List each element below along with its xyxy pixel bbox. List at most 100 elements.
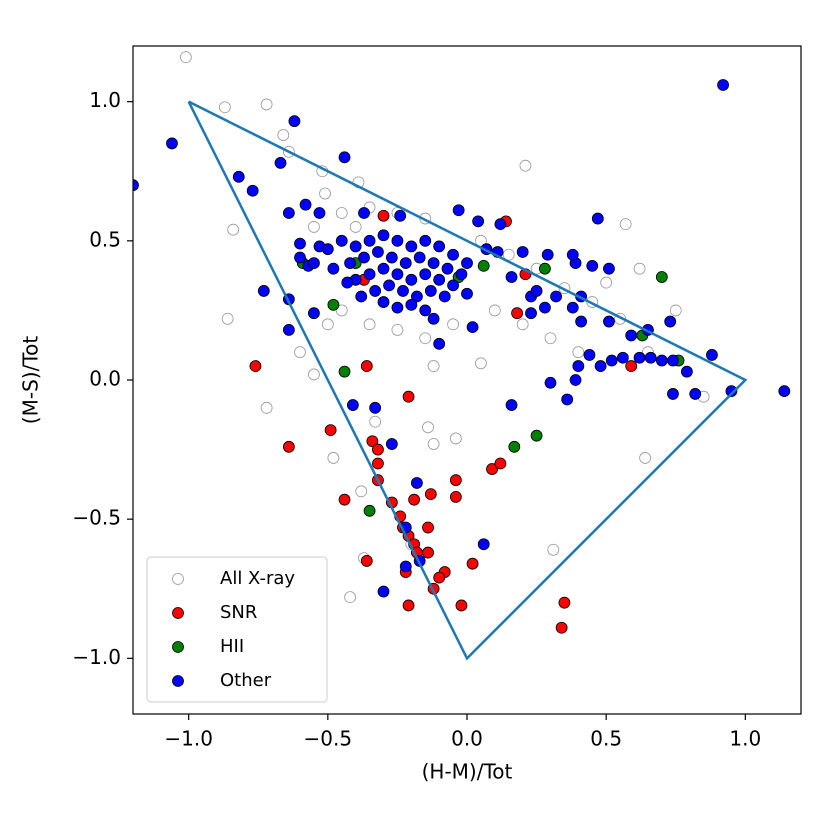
point xyxy=(218,101,231,114)
point xyxy=(583,349,596,361)
x-tick-label: 1.0 xyxy=(729,727,761,751)
point xyxy=(377,229,390,242)
point xyxy=(433,571,446,584)
point xyxy=(575,315,588,328)
point xyxy=(327,452,340,464)
x-axis-label: (H-M)/Tot xyxy=(422,760,513,784)
point xyxy=(355,485,368,498)
y-tick-label: 0.0 xyxy=(89,367,121,391)
point xyxy=(547,543,560,556)
point xyxy=(246,184,259,197)
point xyxy=(338,151,351,164)
point xyxy=(488,304,501,317)
point xyxy=(625,360,638,372)
point xyxy=(502,248,515,261)
point xyxy=(294,251,306,264)
x-tick-label: 0.5 xyxy=(590,727,622,751)
point xyxy=(372,443,384,456)
point xyxy=(516,318,529,331)
point xyxy=(274,156,287,169)
point xyxy=(508,440,521,453)
point xyxy=(294,237,306,250)
point xyxy=(313,207,326,219)
point xyxy=(544,376,557,389)
point xyxy=(402,390,415,403)
point xyxy=(408,493,421,506)
point xyxy=(603,262,615,275)
point xyxy=(344,257,357,270)
point xyxy=(419,234,432,247)
point xyxy=(449,474,462,487)
point xyxy=(369,415,382,428)
point xyxy=(566,248,579,261)
x-tick-label: −0.5 xyxy=(304,727,353,751)
point xyxy=(452,204,465,217)
point xyxy=(486,463,498,475)
point xyxy=(424,488,437,501)
point xyxy=(419,304,432,317)
point xyxy=(363,318,376,331)
point xyxy=(447,279,459,292)
point xyxy=(308,221,320,233)
point xyxy=(363,234,376,247)
point xyxy=(249,360,262,372)
point xyxy=(541,248,554,261)
plot-area xyxy=(133,51,791,661)
point xyxy=(294,346,306,359)
point xyxy=(410,290,423,303)
point xyxy=(569,374,582,386)
point xyxy=(422,546,434,559)
point xyxy=(369,285,382,297)
point xyxy=(327,262,340,275)
point xyxy=(477,259,490,272)
point xyxy=(530,285,543,297)
point xyxy=(494,457,507,470)
point xyxy=(327,298,340,311)
legend-label: All X-ray xyxy=(220,568,295,589)
point xyxy=(308,257,320,270)
point xyxy=(349,240,362,253)
point xyxy=(360,360,373,372)
point xyxy=(260,98,273,111)
point xyxy=(494,218,507,231)
point xyxy=(525,307,537,320)
point xyxy=(475,234,487,247)
point xyxy=(282,145,295,158)
point xyxy=(633,262,646,275)
point xyxy=(319,187,331,200)
point xyxy=(449,432,462,445)
point xyxy=(413,251,426,264)
legend-label: SNR xyxy=(220,602,257,623)
point xyxy=(433,240,446,253)
x-tick-label: 0.0 xyxy=(451,727,483,751)
point xyxy=(166,137,178,150)
point xyxy=(717,79,729,91)
point xyxy=(655,354,668,367)
legend-label: Other xyxy=(220,670,272,691)
point xyxy=(179,51,192,64)
point xyxy=(399,560,412,573)
point xyxy=(600,276,613,289)
point xyxy=(594,360,607,372)
point xyxy=(572,360,585,372)
point xyxy=(391,301,404,314)
boundary-line xyxy=(187,100,748,661)
point xyxy=(358,251,370,264)
y-axis-label: (M-S)/Tot xyxy=(19,336,43,425)
point xyxy=(385,251,398,264)
point xyxy=(566,301,579,314)
point xyxy=(616,351,629,364)
point xyxy=(257,285,270,297)
point xyxy=(405,298,418,311)
point xyxy=(341,276,354,289)
point xyxy=(282,323,295,336)
point xyxy=(639,452,652,464)
point xyxy=(405,240,418,253)
point xyxy=(441,262,454,275)
point xyxy=(377,209,390,222)
point xyxy=(625,329,638,342)
point xyxy=(706,349,718,361)
legend-label: HII xyxy=(220,636,244,657)
point xyxy=(667,354,679,367)
point xyxy=(466,321,479,334)
